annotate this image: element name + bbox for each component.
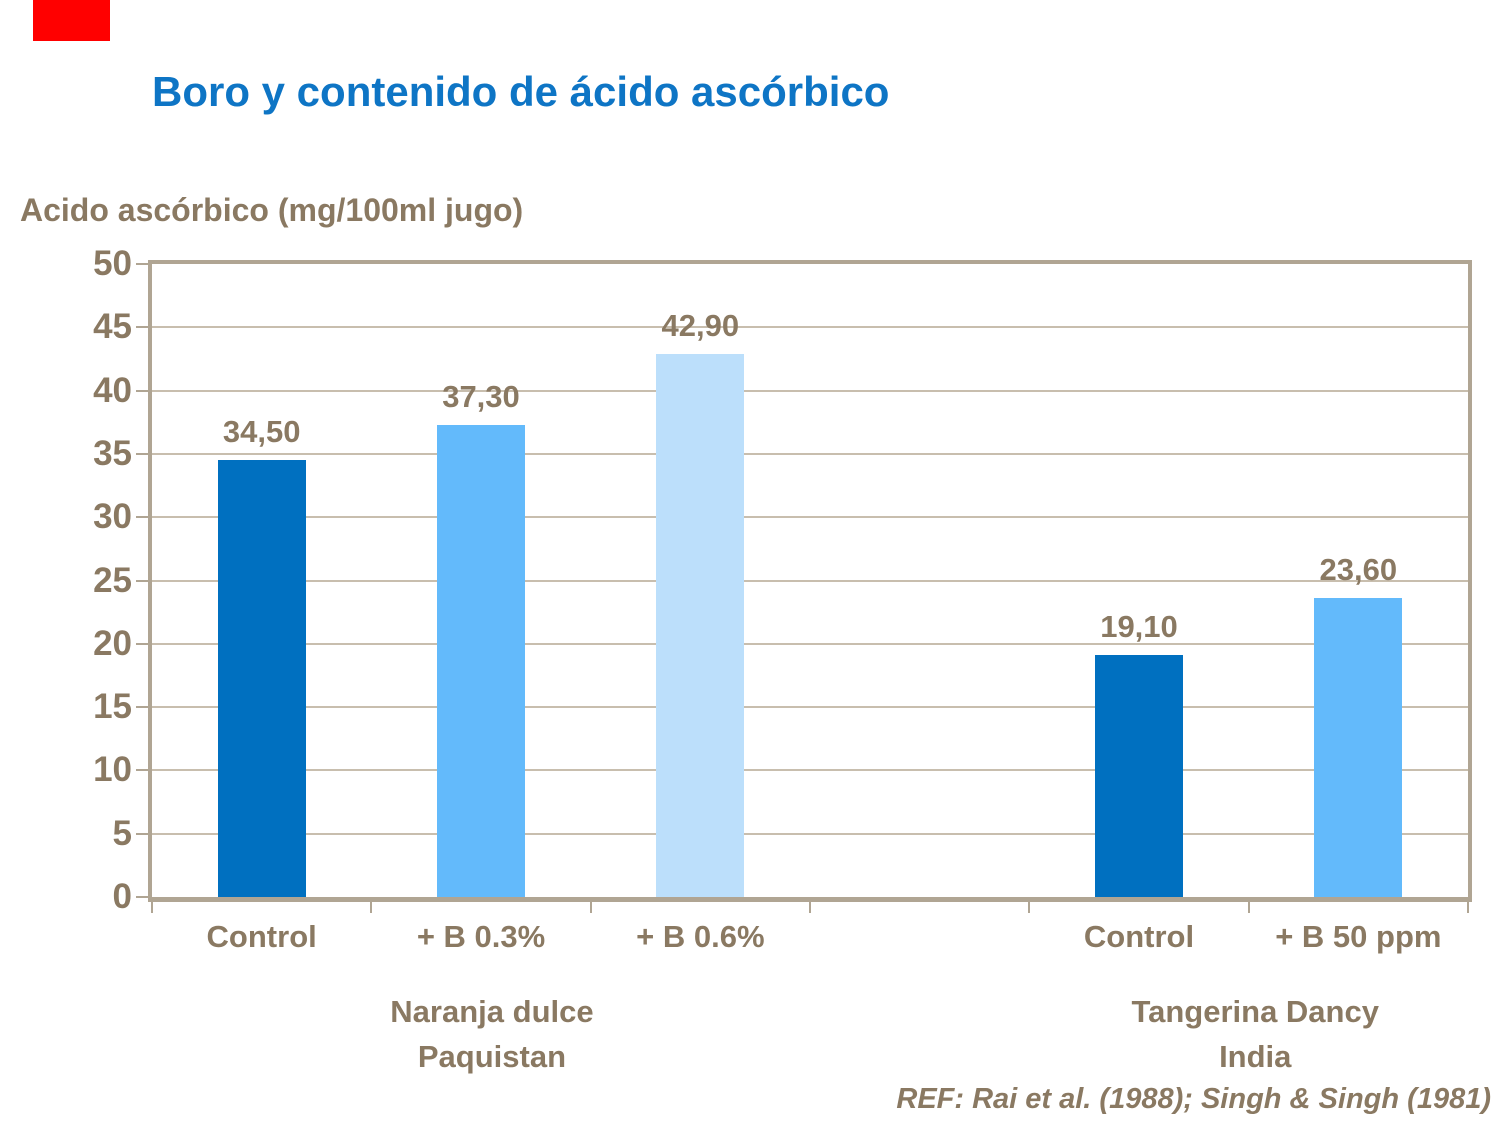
y-tick-mark [136, 326, 148, 329]
group-label: Tangerina Dancy India [1035, 989, 1475, 1079]
group-label-line2: Paquistan [417, 1039, 567, 1074]
group-label-line1: Naranja dulce [390, 994, 594, 1029]
x-tick-mark [1028, 902, 1031, 913]
y-tick-mark [136, 642, 148, 645]
gridline [152, 389, 1468, 392]
y-tick-label: 20 [93, 623, 132, 663]
y-tick-mark [136, 769, 148, 772]
x-category-label: + B 0.3% [416, 919, 546, 954]
group-label-line1: Tangerina Dancy [1131, 994, 1379, 1029]
y-tick-label: 0 [112, 877, 132, 916]
y-tick-mark [136, 896, 148, 898]
gridline [152, 516, 1468, 519]
gridline [152, 452, 1468, 455]
gridline [152, 769, 1468, 772]
y-tick-mark [136, 389, 148, 392]
y-tick-mark [136, 579, 148, 582]
bar-value-label: 34,50 [222, 414, 301, 449]
bar-value-label: 19,10 [1100, 609, 1178, 644]
bar [1095, 655, 1183, 897]
bar-value-label: 23,60 [1319, 552, 1398, 587]
gridline [152, 832, 1468, 835]
y-tick-label: 5 [112, 813, 132, 853]
x-category-label: Control [1083, 919, 1195, 954]
y-tick-mark [136, 516, 148, 519]
x-tick-mark [809, 902, 811, 913]
red-accent-bar [33, 0, 110, 41]
gridline [152, 326, 1468, 329]
y-tick-mark [136, 706, 148, 709]
group-label-line2: India [1219, 1039, 1292, 1074]
slide-title: Boro y contenido de ácido ascórbico [152, 68, 890, 115]
bar [217, 460, 306, 897]
y-tick-label: 15 [93, 687, 132, 727]
x-tick-mark [370, 902, 373, 913]
y-tick-label: 35 [93, 433, 132, 473]
x-category-label: + B 50 ppm [1275, 919, 1442, 954]
y-tick-mark [136, 832, 148, 835]
y-axis-title: Acido ascórbico (mg/100ml jugo) [20, 192, 524, 228]
y-tick-label: 40 [93, 370, 132, 410]
bar-value-label: 37,30 [442, 379, 520, 414]
group-label: Naranja dulce Paquistan [272, 989, 712, 1079]
x-tick-mark [1467, 902, 1469, 913]
gridline [152, 706, 1468, 709]
bar-value-label: 42,90 [661, 308, 740, 343]
bar-chart-plot-area: 34,50 37,30 42,90 19,10 23,60 [148, 260, 1472, 902]
x-tick-mark [1247, 902, 1250, 913]
gridline [152, 642, 1468, 645]
x-category-label: Control [206, 919, 317, 954]
x-tick-mark [589, 902, 592, 913]
bar [656, 354, 745, 897]
x-tick-mark [151, 902, 153, 913]
y-tick-label: 10 [93, 750, 132, 790]
gridline [152, 579, 1468, 582]
y-tick-mark [136, 452, 148, 455]
bar [437, 425, 525, 897]
y-tick-label: 50 [93, 244, 132, 283]
y-tick-label: 30 [93, 497, 132, 537]
y-tick-label: 25 [93, 560, 132, 600]
bar [1314, 598, 1403, 897]
y-tick-label: 45 [93, 307, 132, 347]
x-category-label: + B 0.6% [636, 919, 765, 954]
reference-citation: REF: Rai et al. (1988); Singh & Singh (1… [896, 1083, 1491, 1115]
y-tick-mark [136, 263, 148, 265]
